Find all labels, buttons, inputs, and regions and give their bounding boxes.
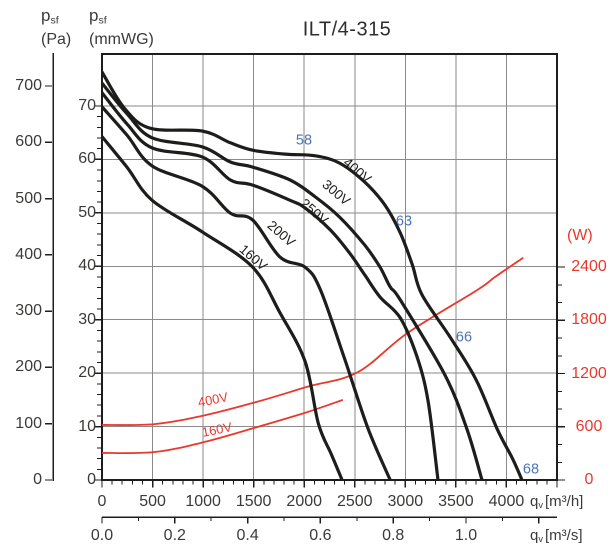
w-tick-label: 600 bbox=[575, 417, 603, 435]
noise-level-label-68: 68 bbox=[522, 461, 540, 478]
pa-tick-label: 600 bbox=[15, 133, 42, 151]
gridlines bbox=[102, 54, 557, 480]
flow-s-tick-label: 0.2 bbox=[163, 527, 186, 544]
mmwg-tick-label: 40 bbox=[78, 257, 96, 275]
pa-tick-label: 300 bbox=[15, 302, 42, 320]
curves bbox=[102, 70, 524, 481]
pa-axis-header: psf (Pa) bbox=[41, 6, 71, 50]
power-curve-160v bbox=[102, 399, 343, 455]
flow-h-tick-label: 3000 bbox=[387, 493, 424, 510]
pa-tick-label: 0 bbox=[33, 471, 42, 488]
flow-h-tick-label: 2000 bbox=[286, 493, 323, 510]
mmwg-tick-label: 0 bbox=[87, 471, 96, 488]
mmwg-axis-symbol: psf bbox=[89, 6, 107, 27]
noise-level-label-58: 58 bbox=[295, 132, 313, 149]
mmwg-axis-header: psf (mmWG) bbox=[89, 6, 154, 50]
flow-h-tick-label: 500 bbox=[139, 493, 166, 510]
pa-tick-label: 200 bbox=[15, 358, 42, 376]
mmwg-tick-label: 30 bbox=[78, 310, 96, 328]
noise-level-label-63: 63 bbox=[395, 213, 413, 230]
mmwg-tick-label: 10 bbox=[78, 417, 96, 435]
w-tick-label: 0 bbox=[584, 471, 594, 488]
w-tick-label: 2400 bbox=[571, 258, 607, 275]
flow-s-tick-label: 1.0 bbox=[454, 527, 478, 544]
pa-tick-label: 500 bbox=[15, 189, 42, 207]
pa-axis-symbol: psf bbox=[41, 6, 59, 27]
chart-title: ILT/4-315 bbox=[302, 18, 392, 41]
flow-h-tick-label: 3500 bbox=[438, 493, 474, 510]
flow-h-tick-label: 0 bbox=[97, 493, 107, 510]
mmwg-tick-label: 50 bbox=[78, 203, 96, 221]
mmwg-tick-label: 20 bbox=[78, 364, 96, 382]
pressure-curve-400v bbox=[102, 70, 524, 481]
flow-h-tick-label: 4000 bbox=[488, 493, 525, 510]
flow-h-tick-label: 2500 bbox=[336, 493, 373, 510]
pressure-curve-300v bbox=[102, 81, 484, 481]
plot-border bbox=[101, 53, 558, 481]
flow-s-tick-label: 0.8 bbox=[382, 527, 405, 544]
pa-axis-unit: (Pa) bbox=[41, 31, 72, 49]
mmwg-axis-unit: (mmWG) bbox=[89, 31, 154, 49]
w-axis-unit: (W) bbox=[567, 227, 593, 244]
mmwg-tick-label: 60 bbox=[78, 150, 96, 168]
flow-h-tick-label: 1000 bbox=[185, 493, 221, 510]
pa-tick-label: 700 bbox=[15, 77, 42, 94]
power-curve-400v bbox=[102, 257, 524, 426]
pa-tick-label: 400 bbox=[15, 245, 42, 263]
pressure-curve-200v bbox=[102, 105, 392, 481]
flow-s-tick-label: 0.4 bbox=[236, 527, 259, 544]
axis-ticks bbox=[45, 53, 565, 524]
w-tick-label: 1800 bbox=[571, 311, 607, 329]
pressure-curve-250v bbox=[102, 91, 440, 481]
pa-tick-label: 100 bbox=[15, 414, 42, 432]
flow-s-axis-unit: qv [m³/s] bbox=[530, 527, 583, 545]
noise-level-label-66: 66 bbox=[455, 329, 473, 346]
pressure-curve-160v bbox=[102, 135, 344, 481]
flow-s-tick-label: 0.0 bbox=[90, 527, 114, 544]
flow-h-tick-label: 1500 bbox=[235, 493, 272, 510]
w-tick-label: 1200 bbox=[571, 364, 607, 382]
flow-h-axis-unit: qv [m³/h] bbox=[530, 493, 584, 511]
flow-s-tick-label: 0.6 bbox=[309, 527, 332, 544]
mmwg-tick-label: 70 bbox=[78, 97, 96, 114]
